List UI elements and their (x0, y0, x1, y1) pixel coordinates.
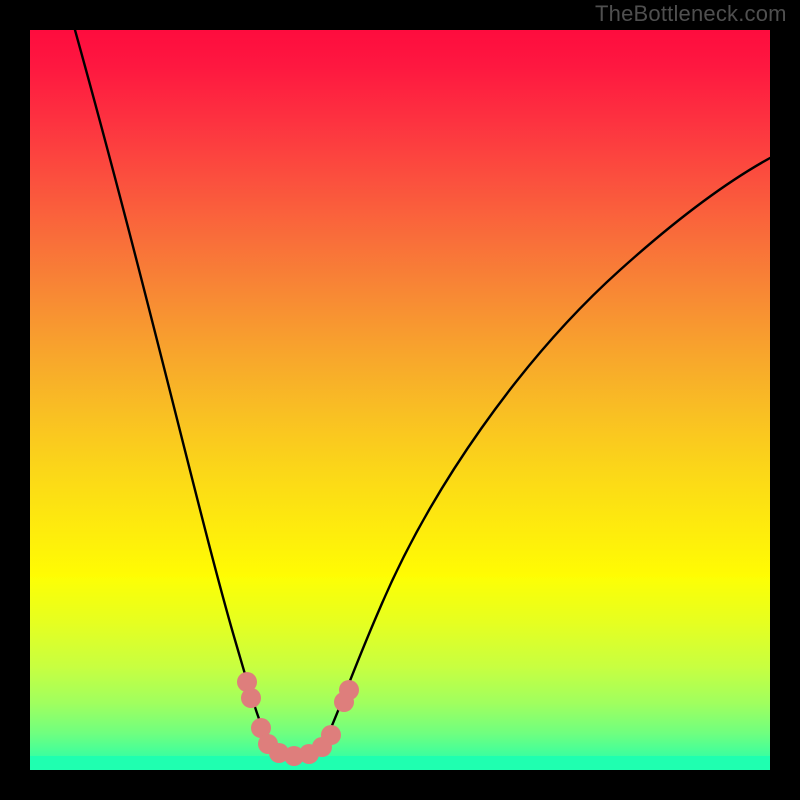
marker-dot (321, 725, 341, 745)
frame-bottom (0, 770, 800, 800)
bottleneck-chart (0, 0, 800, 800)
marker-dot (339, 680, 359, 700)
bottom-green-band (30, 756, 770, 770)
plot-background-gradient (30, 30, 770, 770)
marker-dot (241, 688, 261, 708)
frame-right (770, 0, 800, 800)
watermark-label: TheBottleneck.com (595, 1, 787, 27)
frame-left (0, 0, 30, 800)
